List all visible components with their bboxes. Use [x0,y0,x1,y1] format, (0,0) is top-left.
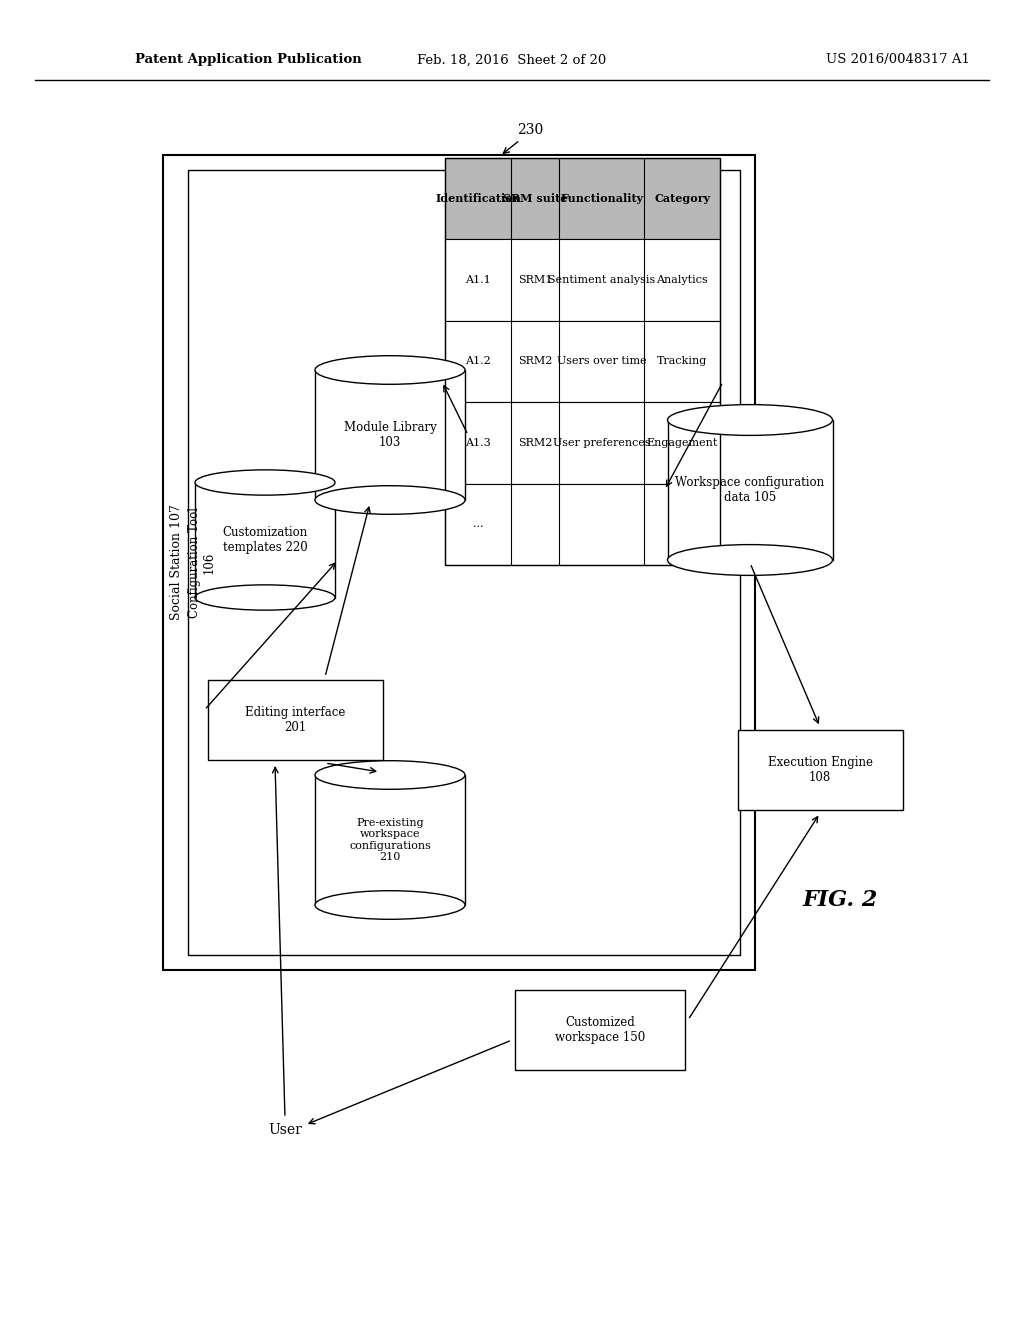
Ellipse shape [315,891,465,919]
Bar [315,775,465,906]
Text: A1.2: A1.2 [465,356,490,367]
Text: A1.3: A1.3 [465,438,490,447]
Text: Editing interface
201: Editing interface 201 [245,706,345,734]
Bar [515,990,685,1071]
Ellipse shape [315,355,465,384]
Ellipse shape [195,470,335,495]
Ellipse shape [315,486,465,515]
Text: Tracking: Tracking [657,356,708,367]
Ellipse shape [668,405,833,436]
Bar [445,321,720,403]
Text: A1.1: A1.1 [465,275,490,285]
Text: Customized
workspace 150: Customized workspace 150 [555,1016,645,1044]
Text: Configuration Tool
106: Configuration Tool 106 [188,507,216,618]
Ellipse shape [315,760,465,789]
Bar [195,483,335,598]
Text: SRM2: SRM2 [518,356,552,367]
Text: Analytics: Analytics [656,275,708,285]
Ellipse shape [195,585,335,610]
Bar [445,483,720,565]
Text: 230: 230 [517,123,543,137]
Text: Users over time: Users over time [557,356,646,367]
Bar [445,158,720,565]
Text: Workspace configuration
data 105: Workspace configuration data 105 [676,477,824,504]
Text: Category: Category [654,193,711,205]
Bar [445,239,720,321]
Text: SRM1: SRM1 [518,275,552,285]
Text: Feb. 18, 2016  Sheet 2 of 20: Feb. 18, 2016 Sheet 2 of 20 [418,54,606,66]
Text: Module Library
103: Module Library 103 [344,421,436,449]
Ellipse shape [668,545,833,576]
Text: SRM suite: SRM suite [503,193,567,205]
Text: Execution Engine
108: Execution Engine 108 [768,756,872,784]
Bar [737,730,902,810]
Text: Social Station 107: Social Station 107 [171,504,183,620]
Bar [315,370,465,500]
Text: US 2016/0048317 A1: US 2016/0048317 A1 [826,54,970,66]
Bar [445,403,720,483]
Text: ...: ... [473,519,483,529]
Text: SRM2: SRM2 [518,438,552,447]
Bar [188,170,740,954]
Bar [668,420,833,560]
Text: User: User [268,1123,302,1137]
Bar [208,680,383,760]
Text: Functionality: Functionality [560,193,643,205]
Text: Engagement: Engagement [646,438,718,447]
Text: User preferences: User preferences [553,438,650,447]
Text: Customization
templates 220: Customization templates 220 [222,525,307,554]
Text: Patent Application Publication: Patent Application Publication [135,54,361,66]
Text: Pre-existing
workspace
configurations
210: Pre-existing workspace configurations 21… [349,817,431,862]
Text: FIG. 2: FIG. 2 [803,888,878,911]
Bar [163,154,755,970]
Text: Identification: Identification [435,193,521,205]
Bar [445,158,720,239]
Text: Sentiment analysis: Sentiment analysis [548,275,655,285]
